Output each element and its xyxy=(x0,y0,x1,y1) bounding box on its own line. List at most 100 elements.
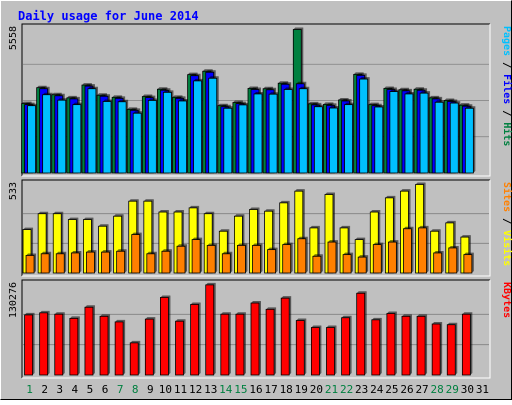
x-tick-label: 15 xyxy=(234,383,247,396)
bar-sites-day-30 xyxy=(463,254,473,274)
bar-sites-day-28-side xyxy=(441,250,444,273)
bar-files-day-19-top xyxy=(296,81,307,84)
bar-pages-day-7-top xyxy=(118,99,129,102)
bar-sites-day-8 xyxy=(131,234,141,274)
bar-visits-day-20-top xyxy=(309,225,320,228)
bar-pages-day-2 xyxy=(42,94,52,174)
bar-kbytes-day-12-top xyxy=(190,302,201,305)
bar-kbytes-day-1 xyxy=(24,314,33,376)
bar-sites-day-16 xyxy=(252,245,261,274)
bar-kbytes-day-14-side xyxy=(228,312,231,375)
bar-pages-day-13 xyxy=(208,77,218,174)
y-axis-label-part: Visits xyxy=(501,230,512,266)
bar-pages-day-20-top xyxy=(314,104,325,107)
bar-sites-day-20-side xyxy=(320,254,323,273)
bar-pages-day-8 xyxy=(132,112,142,174)
bar-kbytes-day-2-top xyxy=(39,310,50,313)
bar-files-day-2-top xyxy=(39,86,50,89)
bar-kbytes-day-25 xyxy=(386,313,396,376)
bar-pages-day-18-top xyxy=(284,87,295,90)
x-tick-label: 29 xyxy=(446,383,459,396)
bar-kbytes-day-13-side xyxy=(213,282,216,375)
bar-sites-day-17 xyxy=(267,249,276,274)
bar-sites-day-30-top xyxy=(463,252,474,255)
bar-kbytes-day-29 xyxy=(446,324,456,376)
bar-sites-day-10 xyxy=(161,250,171,274)
bar-sites-day-16-top xyxy=(252,243,263,246)
bar-files-day-3-top xyxy=(54,93,65,96)
y-max-label: 5558 xyxy=(8,26,19,50)
bar-kbytes-day-14 xyxy=(220,313,230,376)
bar-pages-day-30-side xyxy=(473,106,476,173)
bar-pages-day-8-top xyxy=(133,111,144,114)
bar-kbytes-day-5-top xyxy=(84,305,95,308)
bar-kbytes-day-3-side xyxy=(62,312,65,375)
bar-sites-day-2 xyxy=(40,253,50,274)
x-tick-label: 24 xyxy=(370,383,384,396)
bar-pages-day-6-top xyxy=(103,99,114,102)
bar-kbytes-day-19-side xyxy=(304,318,307,375)
bar-sites-day-27-side xyxy=(426,225,429,273)
bar-sites-day-10-top xyxy=(161,249,172,252)
bar-visits-day-15-top xyxy=(234,214,245,217)
bar-pages-day-27 xyxy=(419,92,429,174)
bar-sites-day-5-side xyxy=(94,250,97,273)
x-tick-label: 10 xyxy=(159,383,172,396)
bar-sites-day-12 xyxy=(191,239,201,274)
bar-visits-day-28-top xyxy=(430,229,441,232)
bar-sites-day-11-top xyxy=(177,244,188,247)
bar-pages-day-4-top xyxy=(72,102,83,105)
bar-sites-day-7-top xyxy=(116,249,127,252)
bar-kbytes-day-16 xyxy=(250,302,260,376)
bar-files-day-26-top xyxy=(401,88,412,91)
bar-kbytes-day-20 xyxy=(310,327,320,376)
bar-kbytes-day-10 xyxy=(160,297,169,376)
bar-sites-day-8-side xyxy=(139,232,142,273)
bar-kbytes-day-24 xyxy=(371,319,381,376)
bar-visits-day-22-top xyxy=(340,225,351,228)
bar-pages-day-10 xyxy=(163,91,172,174)
x-tick-label: 11 xyxy=(174,383,187,396)
y-axis-label: Sites / Visits xyxy=(501,182,512,266)
bar-sites-day-26 xyxy=(403,228,412,274)
bar-pages-day-28 xyxy=(434,101,444,174)
x-tick-label: 28 xyxy=(431,383,444,396)
x-tick-label: 21 xyxy=(325,383,338,396)
bar-pages-day-3 xyxy=(57,99,67,174)
bar-sites-day-1-top xyxy=(26,253,37,256)
bar-kbytes-day-6-side xyxy=(108,314,111,375)
x-tick-label: 18 xyxy=(280,383,293,396)
bar-visits-day-3-top xyxy=(53,211,64,214)
bar-kbytes-day-8 xyxy=(129,342,139,376)
x-tick-label: 30 xyxy=(461,383,474,396)
y-axis-label-part: / xyxy=(501,212,512,230)
bar-kbytes-day-5 xyxy=(84,306,94,376)
bar-pages-day-11-top xyxy=(178,98,189,101)
bar-sites-day-6-top xyxy=(101,250,112,253)
bar-sites-day-7 xyxy=(116,250,126,274)
bar-files-day-4-top xyxy=(69,96,80,99)
bar-sites-day-15 xyxy=(237,245,246,274)
bar-pages-day-5-top xyxy=(87,86,98,89)
x-tick-label: 4 xyxy=(72,383,79,396)
bar-kbytes-day-9-top xyxy=(145,317,156,320)
x-tick-label: 22 xyxy=(340,383,353,396)
bar-kbytes-day-18-side xyxy=(289,296,292,375)
bar-kbytes-day-28-top xyxy=(432,322,443,325)
panel-border-light xyxy=(22,180,491,277)
bar-visits-day-13-top xyxy=(204,211,215,214)
bar-kbytes-day-17 xyxy=(265,308,275,376)
bar-kbytes-day-22 xyxy=(341,317,350,376)
bar-visits-day-19-top xyxy=(294,189,305,192)
bar-pages-day-16-top xyxy=(254,91,264,94)
bar-pages-day-24-top xyxy=(374,104,385,107)
y-axis-label-part: Files xyxy=(501,74,512,104)
bar-pages-day-21-top xyxy=(329,106,340,109)
bar-pages-day-30 xyxy=(464,107,474,174)
x-tick-label: 23 xyxy=(355,383,368,396)
bar-kbytes-day-21-side xyxy=(334,325,337,375)
bar-kbytes-day-5-side xyxy=(92,305,95,375)
bar-pages-day-6 xyxy=(102,101,112,174)
bar-pages-day-13-top xyxy=(208,76,219,79)
bar-kbytes-day-9-side xyxy=(153,317,156,375)
